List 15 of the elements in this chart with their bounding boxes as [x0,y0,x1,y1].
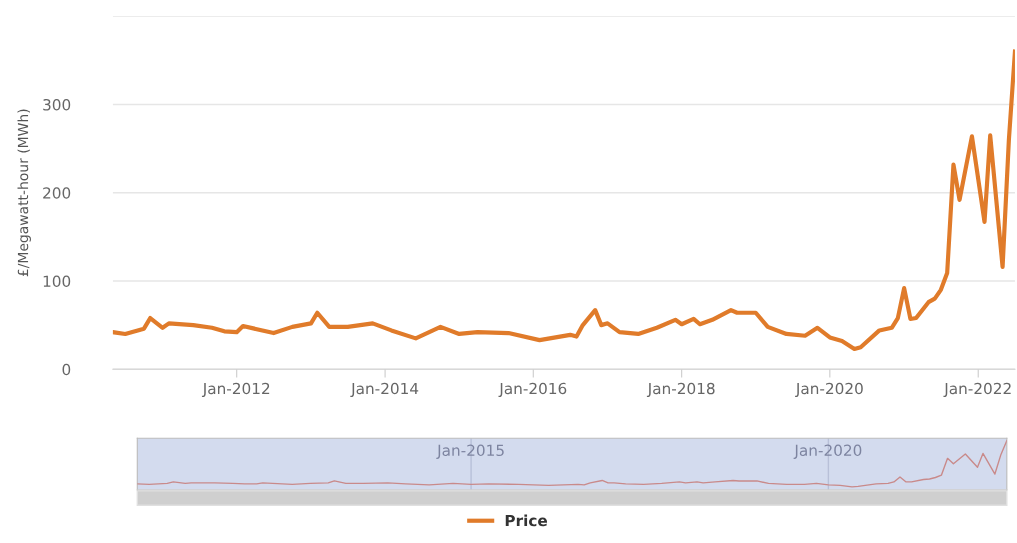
x-tick-label: Jan-2020 [795,382,863,398]
x-tick-label: Jan-2016 [498,382,567,398]
x-tick-label: Jan-2018 [646,382,715,398]
y-tick-label: 300 [43,98,71,111]
y-tick-label: 0 [62,363,71,376]
x-tick-label: Jan-2014 [350,382,419,398]
x-tick-label: Jan-2022 [943,382,1011,398]
line-series [112,49,1015,352]
y-tick-label: 200 [43,187,71,199]
x-tick-label: Jan-2020 [793,444,862,459]
y-axis-title: £/Megawatt-hour (MWh) [17,109,31,277]
y-tick-label: 100 [43,275,71,288]
x-tick-label: Jan-2015 [436,444,504,459]
x-tick-label: Jan-2012 [201,382,270,398]
legend-label: Price [505,514,548,527]
